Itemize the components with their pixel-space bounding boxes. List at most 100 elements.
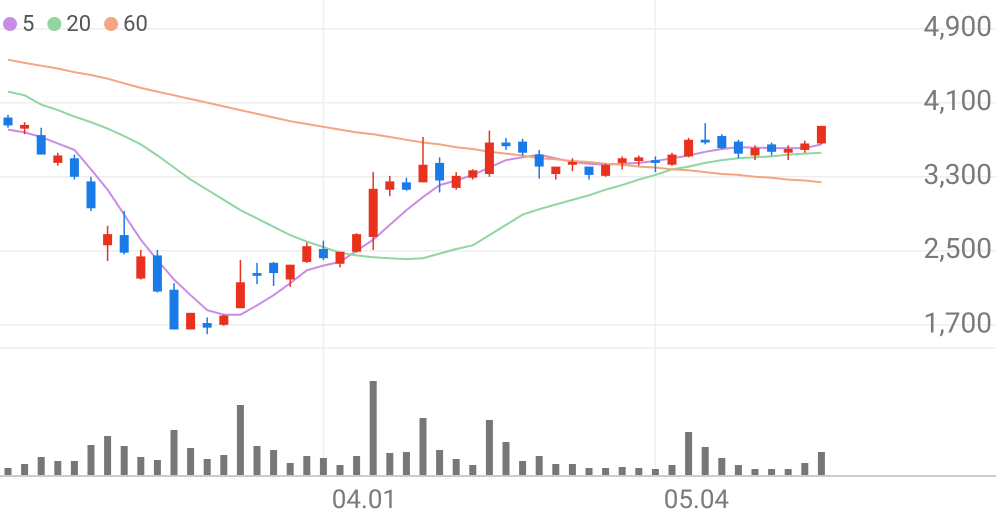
legend-label: 60 <box>123 12 148 37</box>
candle-body <box>700 139 710 143</box>
volume-bar <box>552 464 560 475</box>
candle-body <box>401 182 411 190</box>
legend-marker <box>3 17 17 31</box>
candle-body <box>252 273 262 276</box>
candle-body <box>650 160 660 163</box>
volume-bar <box>784 469 792 475</box>
candle-body <box>69 158 79 177</box>
volume-bar <box>87 445 95 475</box>
candle-body <box>219 315 229 325</box>
y-tick-label: 4,100 <box>924 84 992 117</box>
candle-body <box>235 282 245 309</box>
candle-body <box>269 262 279 274</box>
candle-body <box>451 175 461 188</box>
volume-bar <box>153 460 161 475</box>
volume-bar <box>718 458 726 475</box>
volume-bar <box>236 405 244 475</box>
volume-bar <box>37 457 45 475</box>
candle-body <box>169 289 179 330</box>
volume-bar <box>618 467 626 475</box>
y-tick-label: 4,900 <box>924 10 992 43</box>
legend-marker <box>104 17 119 31</box>
volume-bar <box>519 461 527 475</box>
volume-bar <box>817 452 825 475</box>
candle-body <box>534 154 544 167</box>
volume-bar <box>651 469 659 475</box>
volume-bar <box>402 452 410 475</box>
candle-body <box>435 162 445 181</box>
candle-body <box>634 157 644 162</box>
volume-bar <box>336 465 344 475</box>
x-tick-label: 05.04 <box>664 485 730 515</box>
x-tick-label: 04.01 <box>332 485 397 515</box>
volume-bar <box>485 420 493 475</box>
volume-bar <box>203 459 211 475</box>
candle-body <box>318 248 328 259</box>
volume-bar <box>120 446 128 475</box>
candle-body <box>783 149 793 153</box>
candle-body <box>584 166 594 175</box>
y-tick-label: 1,700 <box>924 306 992 339</box>
candle-body <box>601 164 611 176</box>
volume-bar <box>585 468 593 475</box>
volume-bar <box>4 468 12 475</box>
volume-bar <box>436 450 444 475</box>
candle-body <box>53 155 63 163</box>
y-tick-label: 3,300 <box>924 158 992 191</box>
volume-bar <box>602 468 610 475</box>
candle-body <box>36 135 46 155</box>
candle-body <box>667 154 677 165</box>
volume-bar <box>701 447 709 475</box>
candle-body <box>617 158 627 163</box>
legend-marker <box>47 17 62 31</box>
volume-bar <box>319 458 327 475</box>
candle-body <box>518 141 528 153</box>
volume-bar <box>535 456 543 475</box>
candle-body <box>767 144 777 152</box>
volume-bar <box>137 457 145 475</box>
candle-body <box>285 264 295 280</box>
volume-bar <box>419 418 427 475</box>
volume-bar <box>303 456 311 475</box>
candle-body <box>202 323 212 328</box>
volume-bar <box>253 446 261 475</box>
plot <box>3 58 826 475</box>
candle-body <box>20 124 30 129</box>
legend-label: 20 <box>66 12 91 37</box>
candle-body <box>468 170 478 178</box>
candle-body <box>816 125 826 144</box>
candle-body <box>352 234 362 252</box>
candle-body <box>152 255 162 292</box>
candle-body <box>484 142 494 174</box>
ma-line <box>7 128 822 316</box>
legend-label: 5 <box>22 12 34 37</box>
volume-bar <box>54 461 62 475</box>
candle-body <box>750 148 760 156</box>
candle-body <box>86 181 96 209</box>
candle-body <box>717 136 727 149</box>
ma-line <box>7 58 822 184</box>
volume-bar <box>685 432 693 475</box>
volume-bar <box>220 455 228 475</box>
volume-bar <box>768 469 776 475</box>
candle-body <box>368 188 378 237</box>
candle-body <box>684 139 694 157</box>
candle-body <box>3 117 13 126</box>
candle-body <box>551 166 561 174</box>
candle-body <box>733 141 743 154</box>
legend: 5 20 60 <box>3 12 148 37</box>
candle-body <box>567 161 577 165</box>
volume-bar <box>469 465 477 475</box>
volume-bar <box>734 465 742 475</box>
volume-bar <box>21 464 29 475</box>
candle-body <box>800 143 810 150</box>
candle-body <box>335 251 345 264</box>
volume-bar <box>452 459 460 475</box>
volume-bar <box>668 465 676 475</box>
volume-bar <box>170 430 178 475</box>
volume-bar <box>386 453 394 475</box>
volume-bar <box>286 463 294 475</box>
volume-bar <box>635 468 643 475</box>
